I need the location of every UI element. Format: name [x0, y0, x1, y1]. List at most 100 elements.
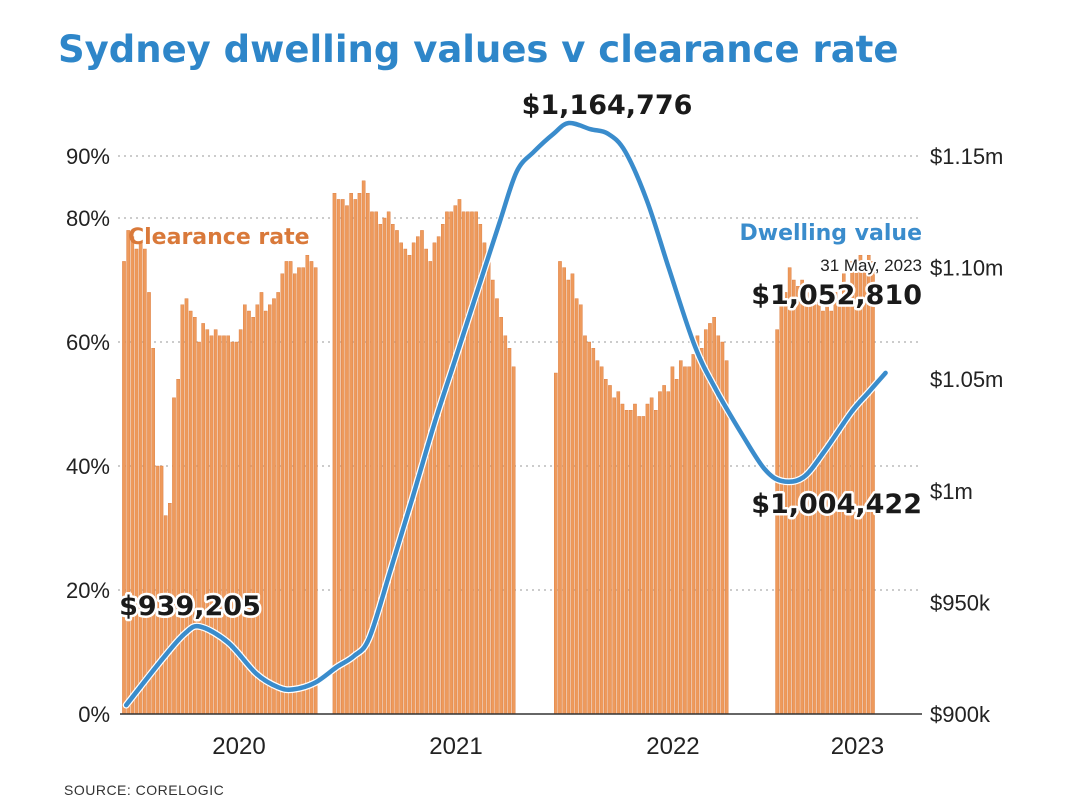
left-tick-label: 40%: [66, 454, 110, 479]
clearance-rate-bar: [470, 211, 474, 715]
clearance-rate-bar: [445, 211, 449, 715]
clearance-rate-bar: [305, 254, 310, 715]
clearance-rate-bar: [201, 323, 205, 715]
clearance-rate-bar: [670, 366, 675, 715]
value-annotation-halo: $1,164,776: [522, 90, 693, 121]
clearance-rate-bar: [424, 248, 428, 715]
clearance-rate-bar: [197, 341, 201, 715]
dwelling-value-line-layer: [122, 119, 890, 709]
value-annotation-halo: $1,004,422: [751, 489, 922, 520]
clearance-rate-bar: [341, 199, 345, 715]
left-tick-label: 90%: [66, 144, 110, 169]
clearance-rate-bar: [554, 372, 558, 715]
value-annotation-halo: $939,205: [119, 591, 261, 622]
clearance-rate-bar: [583, 335, 587, 715]
clearance-rate-bar: [151, 348, 155, 715]
value-annotation-note-halo: 31 May, 2023: [820, 256, 922, 275]
clearance-rate-bar: [313, 267, 318, 715]
clearance-rate-bar: [612, 397, 616, 715]
clearance-rate-bar: [695, 335, 700, 715]
clearance-rate-bar: [349, 192, 353, 715]
clearance-rate-bar: [641, 416, 646, 715]
clearance-rate-bar: [172, 397, 176, 715]
clearance-rate-bar: [703, 329, 708, 715]
clearance-rate-bar: [403, 248, 408, 715]
clearance-rate-bar: [138, 242, 143, 715]
clearance-rate-bar: [862, 261, 867, 715]
clearance-rate-bar: [301, 267, 305, 715]
clearance-rate-bar: [247, 310, 251, 715]
right-tick-label: $950k: [930, 590, 991, 615]
clearance-rate-bar: [284, 261, 289, 715]
clearance-rate-bar: [309, 261, 314, 715]
right-tick-label: $900k: [930, 702, 991, 727]
x-tick-label: 2021: [429, 733, 482, 760]
axes: 0% 20% 40% 60% 80% 90% $900k $950k $1m $1.05m $1.1…: [66, 144, 1003, 760]
clearance-rate-bar: [255, 304, 260, 715]
clearance-rate-bar: [633, 403, 637, 715]
clearance-rate-bar: [180, 304, 185, 715]
x-tick-label: 2022: [646, 733, 699, 760]
clearance-rate-bar: [482, 242, 487, 715]
clearance-rate-bar: [205, 329, 210, 715]
clearance-rate-bar: [184, 298, 189, 715]
clearance-rate-bar: [616, 391, 621, 715]
clearance-rate-bar: [645, 403, 650, 715]
value-annotation-note: 31 May, 2023: [820, 256, 922, 275]
clearance-rate-bar: [361, 180, 366, 715]
clearance-rate-bar: [558, 261, 562, 715]
clearance-rate-bar: [699, 348, 704, 715]
clearance-rate-bar: [579, 304, 583, 715]
clearance-rate-bar: [272, 298, 276, 715]
clearance-rate-bar: [218, 335, 222, 715]
clearance-rate-bar: [674, 379, 679, 715]
clearance-rate-bar: [147, 292, 151, 715]
clearance-rate-bar: [428, 261, 433, 715]
clearance-rate-bar: [143, 248, 147, 715]
annotations: $939,205$939,205$1,164,776$1,164,776$1,0…: [117, 88, 925, 625]
right-tick-label: $1.10m: [930, 256, 1003, 281]
clearance-rate-bar: [604, 379, 608, 715]
clearance-rate-bar: [243, 304, 247, 715]
clearance-rate-bar: [628, 410, 633, 715]
dwelling-value-line: [123, 120, 888, 708]
clearance-rate-bar: [503, 335, 508, 715]
clearance-rate-bar: [374, 211, 378, 715]
clearance-rate-bar: [130, 236, 135, 715]
series-label-clearance-rate: Clearance rate: [128, 225, 310, 250]
value-annotation: $1,004,422: [751, 489, 922, 520]
series-label-dwelling-value: Dwelling value: [739, 221, 922, 246]
clearance-rate-bar: [866, 254, 871, 715]
clearance-rate-bar: [511, 366, 516, 715]
value-annotation-halo: $1,052,810: [751, 280, 922, 311]
clearance-rate-bar: [288, 261, 293, 715]
clearance-rate-bar: [486, 261, 491, 715]
clearance-rate-bar: [775, 329, 779, 715]
clearance-rate-bar: [293, 273, 297, 715]
x-tick-label: 2023: [831, 733, 884, 760]
clearance-rate-bar: [587, 341, 591, 715]
clearance-rate-bar: [155, 465, 160, 715]
clearance-rate-bar: [263, 310, 268, 715]
clearance-rate-bar: [620, 403, 625, 715]
clearance-rate-bar: [666, 391, 671, 715]
clearance-rate-bar: [562, 267, 566, 715]
clearance-rate-bar: [574, 298, 579, 715]
clearance-rate-bar: [345, 205, 349, 715]
clearance-rate-bar: [858, 254, 863, 715]
chart-title: Sydney dwelling values v clearance rate: [58, 28, 898, 71]
clearance-rate-bar: [234, 341, 239, 715]
value-annotation: $939,205: [119, 591, 261, 622]
clearance-rate-bar: [478, 223, 483, 715]
left-tick-label: 20%: [66, 578, 110, 603]
clearance-rate-bar: [658, 391, 662, 715]
clearance-rate-bar: [134, 248, 139, 715]
clearance-rate-bars: [122, 180, 875, 715]
clearance-rate-bar: [280, 273, 285, 715]
source-note: SOURCE: CORELOGIC: [64, 782, 224, 798]
clearance-rate-bar: [188, 310, 193, 715]
clearance-rate-bar: [599, 366, 604, 715]
clearance-rate-bar: [378, 223, 383, 715]
right-tick-label: $1.05m: [930, 367, 1003, 392]
